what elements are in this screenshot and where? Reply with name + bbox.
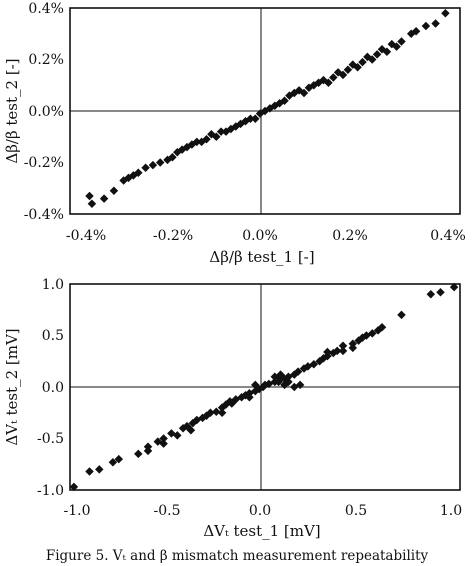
bottom-data-point <box>295 380 305 390</box>
chart-bottom: 1.0 0.5 0.0 -0.5 -1.0 -1.0 -0.5 0.0 0.5 … <box>3 277 462 540</box>
bottom-xtick-label: -0.5 <box>154 503 181 519</box>
top-data-point <box>192 137 202 147</box>
bottom-data-point <box>284 377 293 387</box>
top-data-point <box>148 160 158 170</box>
bottom-x-axis-label: ΔVₜ test_1 [mV] <box>203 522 320 540</box>
top-data-point <box>382 47 392 57</box>
bottom-data-point <box>397 310 406 320</box>
top-data-point <box>397 37 406 46</box>
bottom-ytick-label: -1.0 <box>37 483 64 499</box>
top-data-point <box>343 65 353 75</box>
top-x-ticks: -0.4% -0.2% 0.0% 0.2% 0.4% <box>66 228 466 244</box>
top-data-point <box>299 88 309 98</box>
bottom-data-point <box>69 482 79 492</box>
bottom-data-point <box>186 426 196 435</box>
bottom-ytick-label: 0.0 <box>42 380 64 396</box>
top-data-point <box>212 132 221 142</box>
top-data-point <box>155 158 165 167</box>
bottom-data-point <box>134 449 143 459</box>
bottom-data-point <box>323 347 332 357</box>
top-ytick-label: 0.0% <box>28 104 64 120</box>
bottom-data-point <box>245 393 254 402</box>
top-xtick-label: 0.4% <box>430 228 466 244</box>
bottom-data-point <box>173 431 182 440</box>
bottom-ytick-label: -0.5 <box>37 431 64 447</box>
top-y-ticks: 0.4% 0.2% 0.0% -0.2% -0.4% <box>24 1 64 223</box>
top-data-point <box>109 186 119 196</box>
bottom-ytick-label: 1.0 <box>42 277 64 293</box>
figure-caption: Figure 5. Vₜ and β mismatch measurement … <box>46 548 429 564</box>
bottom-xtick-label: 1.0 <box>440 503 462 519</box>
bottom-data-point <box>95 465 104 474</box>
top-data-point <box>324 78 333 87</box>
bottom-data-point <box>338 346 348 356</box>
bottom-data-point <box>368 329 377 338</box>
top-data-point <box>441 8 450 18</box>
top-data-point <box>216 127 226 136</box>
top-xtick-label: -0.2% <box>153 228 193 244</box>
top-data-point <box>87 199 97 208</box>
top-ytick-label: -0.2% <box>24 155 64 171</box>
bottom-data-point <box>426 290 436 299</box>
bottom-data-point <box>143 446 153 456</box>
top-data-point <box>329 73 338 82</box>
bottom-y-axis-label: ΔVₜ test_2 [mV] <box>3 328 21 445</box>
bottom-data-point <box>338 341 348 351</box>
top-data-point <box>99 194 109 203</box>
bottom-data-point <box>309 360 319 369</box>
top-data-point <box>338 70 348 80</box>
top-data-point <box>431 19 440 28</box>
bottom-data-point <box>436 287 445 297</box>
top-data-point <box>134 168 143 178</box>
bottom-data-point <box>114 454 124 464</box>
bottom-data-point <box>217 408 227 418</box>
bottom-data-point <box>270 372 280 381</box>
top-xtick-label: -0.4% <box>66 228 106 244</box>
top-data-point <box>280 96 289 105</box>
top-ytick-label: 0.2% <box>28 52 64 68</box>
top-data-point <box>411 26 421 36</box>
top-data-point <box>141 163 150 172</box>
bottom-xtick-label: 0.5 <box>345 503 367 519</box>
bottom-x-ticks: -1.0 -0.5 0.0 0.5 1.0 <box>64 503 463 519</box>
top-data-point <box>421 21 431 31</box>
top-ytick-label: -0.4% <box>24 207 64 223</box>
top-data-point <box>168 153 177 162</box>
bottom-data-point <box>251 380 260 390</box>
top-data-point <box>367 55 377 64</box>
chart-top: 0.4% 0.2% 0.0% -0.2% -0.4% -0.4% -0.2% 0… <box>3 1 466 266</box>
bottom-ytick-label: 0.5 <box>42 328 64 344</box>
top-data-point <box>85 191 94 201</box>
bottom-data-point <box>293 367 303 376</box>
top-data-point <box>358 57 367 67</box>
bottom-scatter-points <box>69 282 459 492</box>
top-x-axis-label: Δβ/β test_1 [-] <box>209 248 314 266</box>
top-xtick-label: 0.2% <box>332 228 368 244</box>
bottom-data-point <box>212 407 221 416</box>
bottom-data-point <box>332 346 342 356</box>
top-data-point <box>372 50 382 59</box>
top-data-point <box>392 42 401 51</box>
top-data-point <box>353 62 362 72</box>
bottom-data-point <box>449 282 459 292</box>
bottom-y-ticks: 1.0 0.5 0.0 -0.5 -1.0 <box>37 277 64 499</box>
top-data-point <box>246 114 255 123</box>
bottom-data-point <box>159 434 168 443</box>
top-data-point <box>202 135 211 144</box>
bottom-data-point <box>225 397 235 406</box>
bottom-data-point <box>85 467 94 476</box>
top-xtick-label: 0.0% <box>242 228 278 244</box>
top-scatter-points <box>85 8 450 208</box>
bottom-data-point <box>377 323 387 332</box>
bottom-data-point <box>206 408 215 418</box>
bottom-data-point <box>159 439 168 448</box>
bottom-data-point <box>108 457 118 467</box>
bottom-xtick-label: 0.0 <box>249 503 271 519</box>
top-ytick-label: 0.4% <box>28 1 64 17</box>
bottom-xtick-label: -1.0 <box>64 503 91 519</box>
top-y-axis-label: Δβ/β test_2 [-] <box>3 58 21 163</box>
bottom-data-point <box>348 343 358 353</box>
